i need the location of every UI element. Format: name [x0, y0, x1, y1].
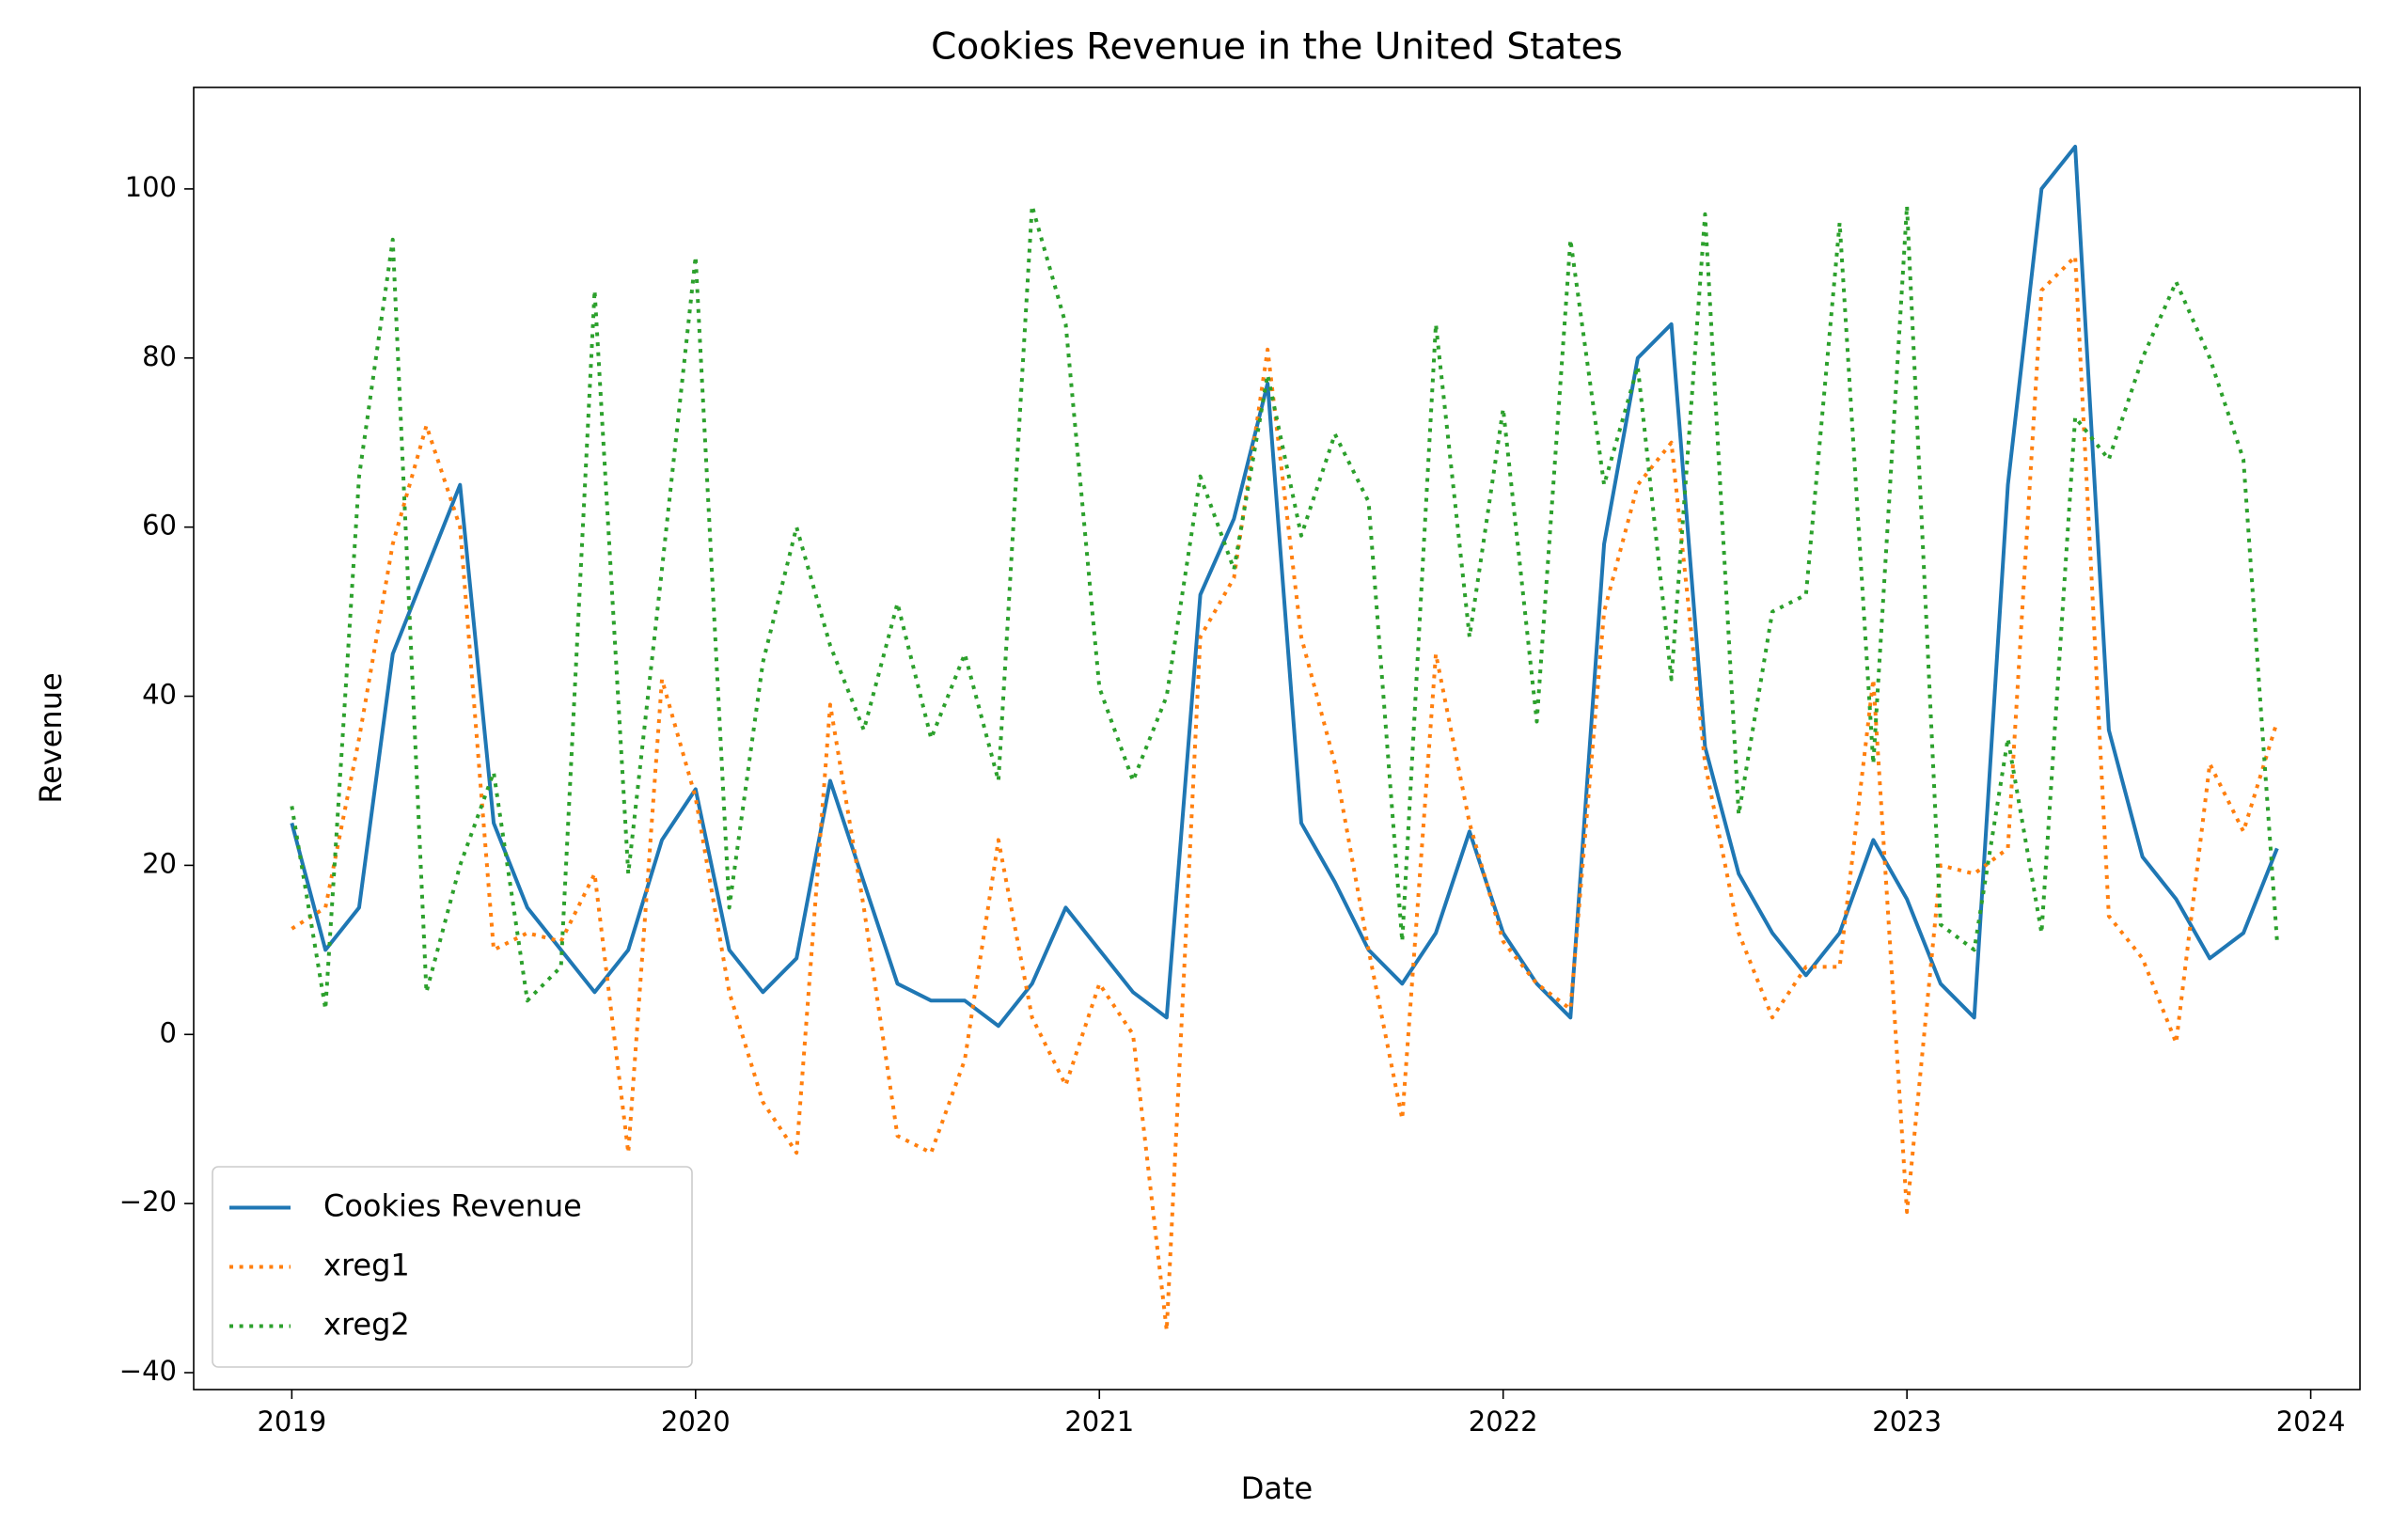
x-tick-label: 2022: [1469, 1406, 1538, 1438]
y-axis-label: Revenue: [33, 672, 69, 803]
legend-label: xreg2: [323, 1307, 410, 1343]
x-tick-label: 2020: [661, 1406, 731, 1438]
x-tick-label: 2024: [2276, 1406, 2346, 1438]
y-tick-label: 0: [160, 1016, 177, 1048]
chart-title: Cookies Revenue in the United States: [931, 26, 1623, 69]
y-tick-label: 40: [142, 679, 177, 711]
y-tick-label: 20: [142, 847, 177, 879]
y-tick-label: 80: [142, 340, 177, 372]
y-tick-label: 60: [142, 510, 177, 542]
y-tick-label: −40: [119, 1355, 177, 1387]
x-axis-label: Date: [1241, 1470, 1313, 1506]
y-tick-label: −20: [119, 1186, 177, 1218]
x-tick-label: 2019: [257, 1406, 326, 1438]
series-line: [291, 254, 2279, 1333]
x-tick-label: 2023: [1872, 1406, 1942, 1438]
legend-label: xreg1: [323, 1248, 410, 1283]
x-tick-label: 2021: [1064, 1406, 1134, 1438]
y-tick-label: 100: [125, 171, 177, 203]
legend-label: Cookies Revenue: [323, 1188, 582, 1224]
series-line: [290, 144, 2279, 1029]
legend-box: [212, 1166, 693, 1368]
plot-frame: [193, 86, 2361, 1391]
series-line: [290, 203, 2279, 1012]
